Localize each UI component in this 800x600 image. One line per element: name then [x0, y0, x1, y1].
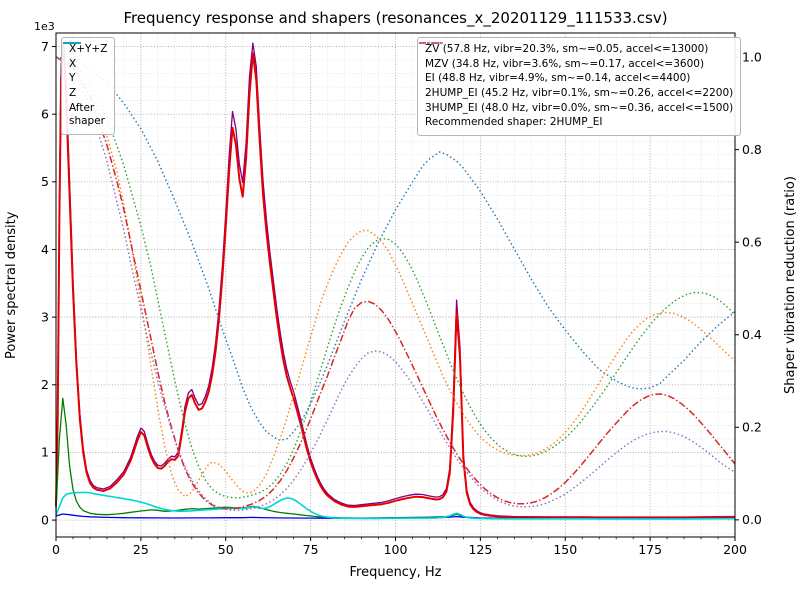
series-after-shaper — [55, 491, 735, 520]
legend-item-3hump-ei-label: 3HUMP_EI (48.0 Hz, vibr=0.0%, sm~=0.36, … — [425, 101, 734, 114]
x-tick-label: 50 — [218, 542, 234, 557]
legend-item-x-y-z-label: X+Y+Z — [69, 43, 108, 55]
legend-item-y-label: Y — [69, 72, 76, 85]
legend-item-z: Z — [63, 42, 107, 101]
legend-item-y: Y — [63, 42, 107, 86]
y-right-tick-label: 0.4 — [742, 327, 762, 342]
legend-recommended-note-label: Recommended shaper: 2HUMP_EI — [425, 116, 603, 129]
legend-item-2hump-ei-line-sample — [419, 42, 443, 44]
y-left-tick-label: 7 — [41, 39, 49, 54]
legend-item-after-shaper-label: After shaper — [69, 101, 106, 128]
legend-item-after-shaper-line-sample — [63, 42, 81, 44]
legend-item-ei-label: EI (48.8 Hz, vibr=4.9%, sm~=0.14, accel<… — [425, 72, 691, 85]
y-left-tick-label: 6 — [41, 106, 49, 121]
x-tick-label: 25 — [133, 542, 149, 557]
x-tick-label: 100 — [384, 542, 408, 557]
y-left-tick-label: 2 — [41, 377, 49, 392]
legend-item-zv-label: ZV (57.8 Hz, vibr=20.3%, sm~=0.05, accel… — [425, 43, 709, 55]
legend-item-z-label: Z — [69, 86, 77, 99]
x-tick-label: 175 — [638, 542, 662, 557]
legend-item-3hump-ei: 3HUMP_EI (48.0 Hz, vibr=0.0%, sm~=0.36, … — [419, 42, 734, 116]
legend-item-2hump-ei: 2HUMP_EI (45.2 Hz, vibr=0.1%, sm~=0.26, … — [419, 42, 734, 101]
legend-item-zv: ZV (57.8 Hz, vibr=20.3%, sm~=0.05, accel… — [419, 42, 733, 57]
chart-title: Frequency response and shapers (resonanc… — [123, 9, 668, 27]
y-right-tick-label: 0.0 — [742, 512, 762, 527]
legend-item-after-shaper: After shaper — [63, 42, 107, 129]
legend-item-2hump-ei-label: 2HUMP_EI (45.2 Hz, vibr=0.1%, sm~=0.26, … — [425, 86, 734, 99]
y-left-tick-label: 1 — [41, 445, 49, 460]
psd-legend: X+Y+Z X Y Z After shaper — [61, 37, 116, 135]
y-left-tick-label: 5 — [41, 174, 49, 189]
series-2hump-ei — [55, 56, 736, 510]
y-right-tick-label: 0.8 — [742, 142, 762, 157]
legend-item-x: X — [63, 42, 107, 72]
series-x — [55, 52, 736, 519]
x-tick-label: 0 — [52, 542, 60, 557]
y-axis-offset-label: 1e3 — [34, 20, 55, 33]
y-left-tick-label: 3 — [41, 309, 49, 324]
y-right-tick-label: 1.0 — [742, 49, 762, 64]
x-axis-label: Frequency, Hz — [349, 565, 442, 580]
x-tick-label: 75 — [303, 542, 319, 557]
legend-recommended-note: Recommended shaper: 2HUMP_EI — [425, 116, 733, 130]
legend-item-x-label: X — [69, 57, 77, 70]
shaper-legend: ZV (57.8 Hz, vibr=20.3%, sm~=0.05, accel… — [417, 37, 742, 136]
y-right-tick-label: 0.6 — [742, 234, 762, 249]
x-tick-label: 125 — [468, 542, 492, 557]
y-right-tick-label: 0.2 — [742, 420, 762, 435]
y-left-tick-label: 0 — [41, 512, 49, 527]
legend-item-mzv: MZV (34.8 Hz, vibr=3.6%, sm~=0.17, accel… — [419, 42, 733, 72]
x-tick-label: 150 — [553, 542, 577, 557]
series-mzv — [55, 56, 736, 498]
y-left-tick-label: 4 — [41, 242, 49, 257]
legend-item-mzv-label: MZV (34.8 Hz, vibr=3.6%, sm~=0.17, accel… — [425, 57, 705, 70]
x-tick-label: 200 — [723, 542, 747, 557]
series-zv — [55, 56, 736, 441]
legend-item-ei: EI (48.8 Hz, vibr=4.9%, sm~=0.14, accel<… — [419, 42, 733, 86]
legend-recommended-note-line-sample — [418, 38, 444, 48]
